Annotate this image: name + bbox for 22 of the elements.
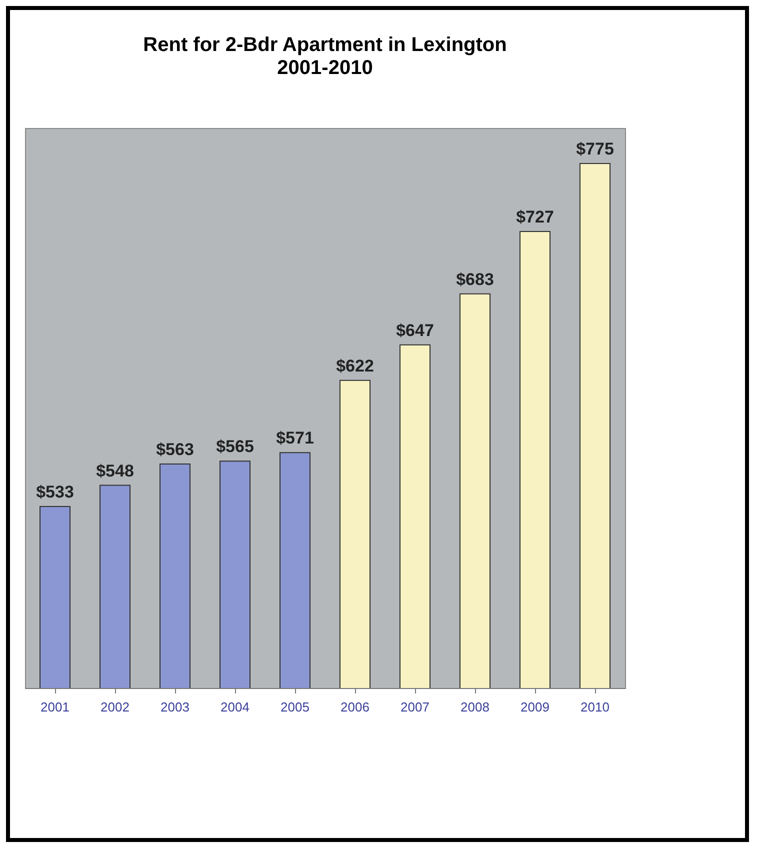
data-label: $622 bbox=[336, 356, 374, 376]
x-tick-label: 2002 bbox=[100, 700, 130, 714]
data-label: $563 bbox=[156, 440, 194, 459]
x-tick-label: 2001 bbox=[40, 700, 70, 714]
x-tick-label: 2008 bbox=[460, 700, 490, 714]
data-label: $727 bbox=[516, 207, 554, 226]
x-tick-label: 2005 bbox=[280, 700, 310, 714]
data-label: $571 bbox=[276, 428, 314, 448]
x-tick-label: 2003 bbox=[160, 700, 190, 714]
x-tick-label: 2009 bbox=[520, 700, 550, 714]
x-tick-label: 2004 bbox=[220, 700, 250, 714]
x-tick-label: 2006 bbox=[340, 700, 370, 714]
x-tick-label: 2010 bbox=[580, 700, 610, 714]
data-label: $533 bbox=[36, 482, 74, 502]
chart-subtitle: 2001-2010 bbox=[277, 57, 373, 79]
chart-title: Rent for 2-Bdr Apartment in Lexington bbox=[143, 34, 507, 56]
data-label: $647 bbox=[396, 320, 434, 340]
data-label: $548 bbox=[96, 461, 134, 480]
data-label: $565 bbox=[216, 437, 254, 456]
data-label: $683 bbox=[456, 270, 494, 289]
data-label: $775 bbox=[576, 139, 614, 158]
x-tick-label: 2007 bbox=[400, 700, 430, 714]
